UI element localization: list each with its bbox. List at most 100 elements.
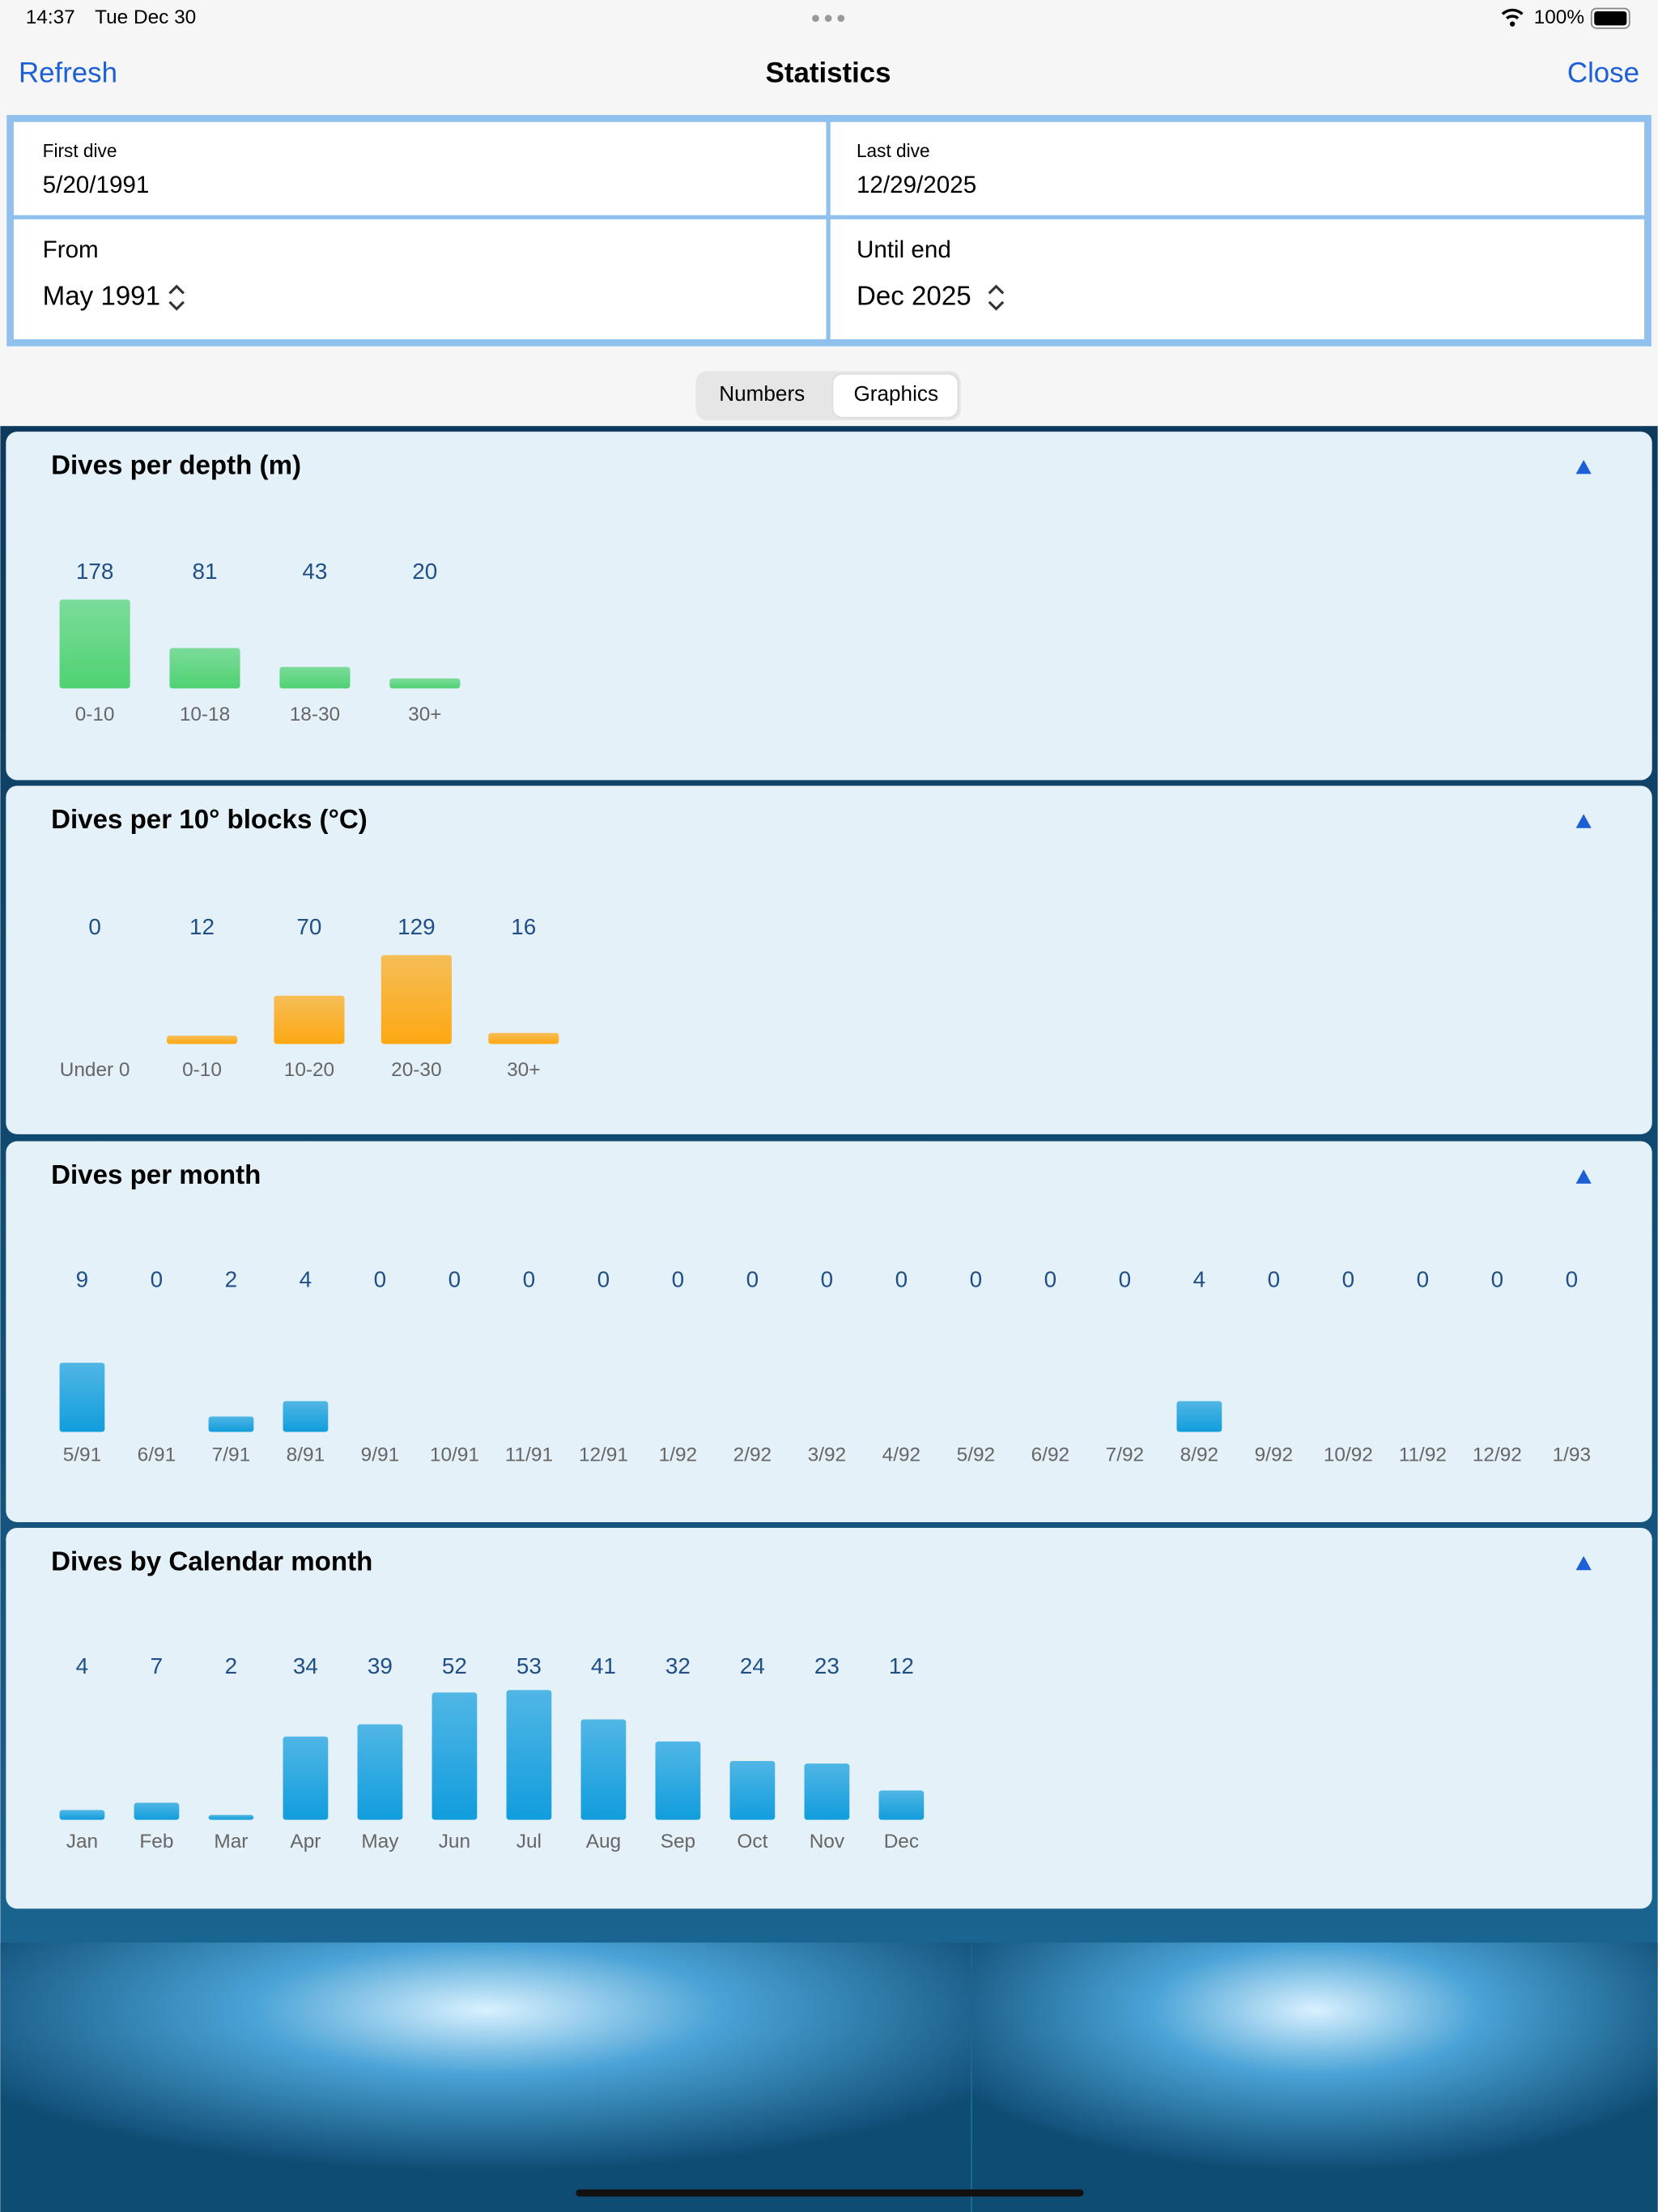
value-label: 2	[225, 1266, 238, 1291]
category-label: Nov	[810, 1831, 845, 1853]
value-label: 0	[1491, 1266, 1503, 1291]
chart-panel	[6, 1141, 1652, 1522]
value-label: 0	[746, 1266, 759, 1291]
category-label: 1/93	[1553, 1444, 1591, 1466]
category-label: 0-10	[75, 704, 115, 725]
value-label: 129	[397, 914, 435, 939]
value-label: 9	[76, 1266, 89, 1291]
category-label: Jan	[66, 1831, 98, 1853]
wifi-dot	[1510, 21, 1516, 27]
value-label: 0	[374, 1266, 387, 1291]
category-label: Apr	[290, 1831, 321, 1853]
value-label: 53	[517, 1653, 542, 1678]
value-label: 39	[368, 1653, 393, 1678]
collapse-toggle[interactable]	[1575, 814, 1592, 828]
category-label: 5/92	[957, 1444, 995, 1466]
bar	[279, 666, 351, 689]
bar	[274, 995, 345, 1044]
category-label: 4/92	[882, 1444, 920, 1466]
category-label: Feb	[139, 1831, 173, 1853]
value-label: 7	[151, 1653, 164, 1678]
category-label: 0-10	[182, 1059, 222, 1081]
bar	[59, 599, 130, 689]
value-label: 0	[821, 1266, 834, 1291]
chart-title: Dives per 10° blocks (°C)	[51, 805, 368, 835]
photo	[0, 1942, 971, 2212]
collapse-toggle[interactable]	[1575, 460, 1592, 474]
value-label: 0	[1119, 1266, 1132, 1291]
status-date: Tue Dec 30	[95, 6, 196, 28]
bar	[283, 1401, 329, 1432]
value-label: 4	[76, 1653, 89, 1678]
category-label: 18-30	[290, 704, 340, 725]
category-label: 11/91	[505, 1444, 553, 1466]
value-label: 0	[88, 914, 101, 939]
bar	[380, 955, 452, 1044]
collapse-toggle[interactable]	[1575, 1555, 1592, 1571]
battery-icon	[1590, 7, 1630, 29]
segment[interactable]: Graphics	[853, 381, 938, 406]
field-value: 5/20/1991	[43, 172, 150, 198]
category-label: Mar	[214, 1831, 248, 1853]
value-label: 20	[412, 559, 437, 584]
category-label: 7/91	[212, 1444, 250, 1466]
bar	[169, 648, 240, 689]
category-label: 8/91	[287, 1444, 325, 1466]
category-label: Under 0	[60, 1059, 130, 1081]
category-label: 10-20	[284, 1059, 334, 1081]
close-button[interactable]: Close	[1567, 57, 1639, 89]
bar	[208, 1416, 254, 1432]
category-label: 30+	[507, 1059, 540, 1081]
bar	[488, 1032, 559, 1044]
picker-chevron	[988, 284, 1005, 311]
category-label: 8/92	[1180, 1444, 1218, 1466]
bar	[506, 1690, 552, 1820]
value-label: 0	[970, 1266, 983, 1291]
chart-title: Dives per month	[51, 1160, 261, 1190]
category-label: 9/92	[1255, 1444, 1293, 1466]
value-label: 0	[151, 1266, 164, 1291]
bar	[729, 1761, 776, 1820]
refresh-button[interactable]: Refresh	[19, 57, 117, 89]
home-indicator	[576, 2189, 1084, 2197]
value-label: 12	[189, 914, 215, 939]
value-label: 52	[442, 1653, 467, 1678]
segment[interactable]: Numbers	[719, 381, 805, 406]
field-label: Until end	[857, 236, 951, 263]
bar	[283, 1736, 329, 1820]
category-label: 10/91	[430, 1444, 479, 1466]
category-label: Jul	[517, 1831, 542, 1853]
value-label: 24	[740, 1653, 765, 1678]
bar	[804, 1763, 850, 1820]
category-label: 6/92	[1031, 1444, 1069, 1466]
status-time: 14:37	[26, 6, 75, 28]
category-label: 11/92	[1399, 1444, 1447, 1466]
picker-chevron	[168, 284, 185, 311]
date-picker[interactable]: Dec 2025	[857, 281, 971, 311]
value-label: 32	[665, 1653, 691, 1678]
value-label: 0	[895, 1266, 908, 1291]
value-label: 0	[1417, 1266, 1430, 1291]
value-label: 0	[672, 1266, 685, 1291]
value-label: 2	[225, 1653, 238, 1678]
date-picker[interactable]: May 1991	[43, 281, 160, 311]
battery-level: 100%	[1534, 6, 1584, 28]
category-label: 10-18	[180, 704, 230, 725]
bar	[580, 1719, 627, 1820]
value-label: 0	[1044, 1266, 1057, 1291]
bar	[878, 1790, 925, 1820]
multitask-dots	[812, 15, 845, 23]
category-label: Jun	[439, 1831, 470, 1853]
category-label: Oct	[737, 1831, 767, 1853]
category-label: 9/91	[361, 1444, 399, 1466]
bar	[389, 678, 461, 689]
field-value: 12/29/2025	[857, 172, 976, 198]
chart-panel	[6, 432, 1652, 781]
value-label: 43	[302, 559, 327, 584]
collapse-toggle[interactable]	[1575, 1169, 1592, 1184]
bar	[1176, 1401, 1222, 1432]
bar	[59, 1810, 105, 1820]
chart-title: Dives by Calendar month	[51, 1546, 372, 1576]
value-label: 12	[889, 1653, 914, 1678]
value-label: 0	[1268, 1266, 1281, 1291]
